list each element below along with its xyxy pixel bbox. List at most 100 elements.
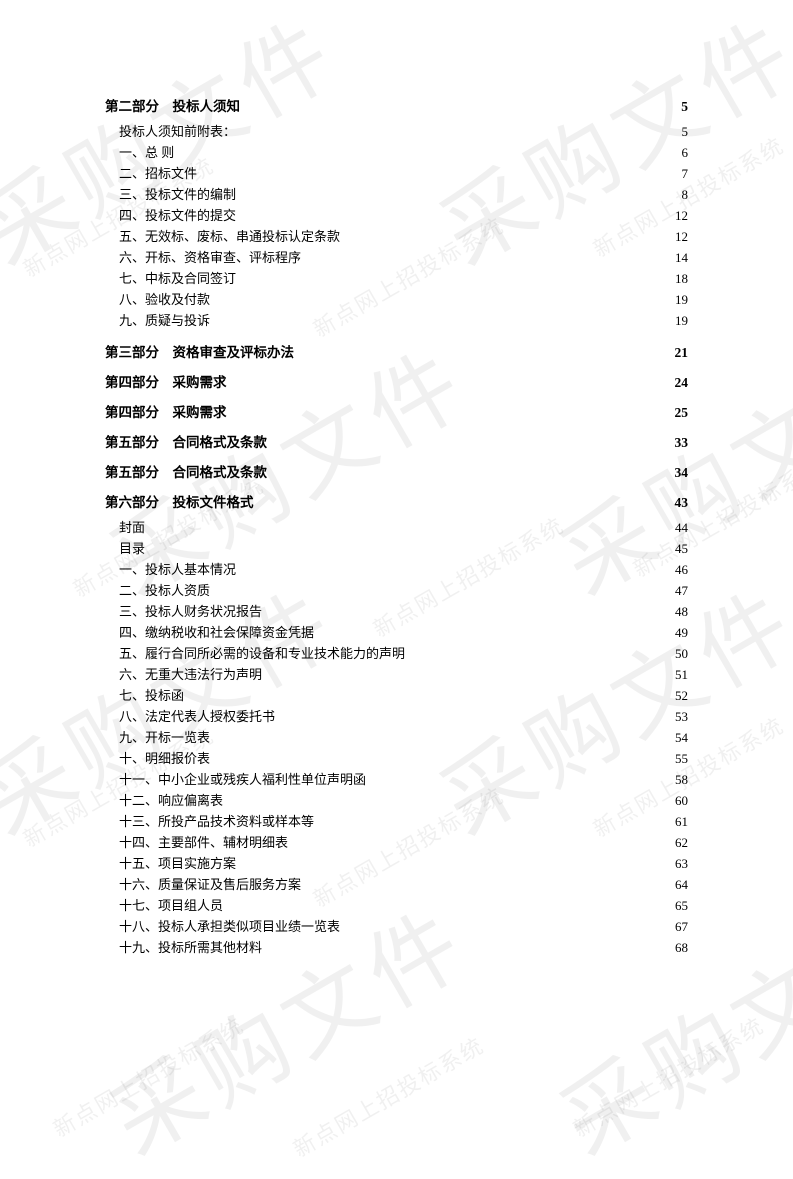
toc-item-row: 三、投标人财务状况报告48 bbox=[105, 601, 688, 622]
toc-item-row: 十一、中小企业或残疾人福利性单位声明函 58 bbox=[105, 769, 688, 790]
toc-page-number: 6 bbox=[682, 142, 689, 163]
toc-item-row: 十五、项目实施方案 63 bbox=[105, 853, 688, 874]
toc-title: 五、无效标、废标、串通投标认定条款 bbox=[119, 226, 340, 247]
toc-item-row: 一、总 则 6 bbox=[105, 142, 688, 163]
toc-page-number: 46 bbox=[675, 559, 688, 580]
toc-item-row: 一、投标人基本情况 46 bbox=[105, 559, 688, 580]
toc-item-row: 四、投标文件的提交 12 bbox=[105, 205, 688, 226]
toc-item-row: 五、履行合同所必需的设备和专业技术能力的声明50 bbox=[105, 643, 688, 664]
toc-item-row: 五、无效标、废标、串通投标认定条款12 bbox=[105, 226, 688, 247]
toc-title: 封面 bbox=[119, 517, 145, 538]
toc-title: 十三、所投产品技术资料或样本等 bbox=[119, 811, 314, 832]
toc-item-row: 七、投标函 52 bbox=[105, 685, 688, 706]
watermark-small: 新点网上招投标系统 bbox=[46, 1008, 249, 1144]
toc-page-number: 8 bbox=[682, 184, 689, 205]
toc-title: 八、验收及付款 bbox=[119, 289, 210, 310]
toc-title: 第四部分 采购需求 bbox=[105, 371, 227, 391]
toc-page-number: 33 bbox=[675, 435, 689, 451]
toc-item-row: 十四、主要部件、辅材明细表 62 bbox=[105, 832, 688, 853]
toc-item-row: 十六、质量保证及售后服务方案 64 bbox=[105, 874, 688, 895]
toc-title: 第二部分 投标人须知 bbox=[105, 95, 240, 115]
toc-item-row: 投标人须知前附表： 5 bbox=[105, 121, 688, 142]
toc-page-number: 47 bbox=[675, 580, 688, 601]
toc-page-number: 58 bbox=[675, 769, 688, 790]
toc-page-number: 19 bbox=[675, 310, 688, 331]
toc-page-number: 63 bbox=[675, 853, 688, 874]
toc-page-number: 62 bbox=[675, 832, 688, 853]
toc-page-number: 19 bbox=[675, 289, 688, 310]
toc-page-number: 43 bbox=[675, 495, 689, 511]
toc-page-number: 55 bbox=[675, 748, 688, 769]
toc-title: 十六、质量保证及售后服务方案 bbox=[119, 874, 301, 895]
toc-page-number: 64 bbox=[675, 874, 688, 895]
toc-title: 第五部分 合同格式及条款 bbox=[105, 461, 267, 481]
toc-section-row: 第四部分 采购需求 24 bbox=[105, 371, 688, 391]
toc-item-row: 八、验收及付款 19 bbox=[105, 289, 688, 310]
toc-title: 一、投标人基本情况 bbox=[119, 559, 236, 580]
toc-item-row: 九、质疑与投诉 19 bbox=[105, 310, 688, 331]
toc-title: 八、法定代表人授权委托书 bbox=[119, 706, 275, 727]
toc-item-row: 十、明细报价表 55 bbox=[105, 748, 688, 769]
toc-item-row: 八、法定代表人授权委托书 53 bbox=[105, 706, 688, 727]
toc-page-number: 24 bbox=[675, 375, 689, 391]
toc-item-row: 四、缴纳税收和社会保障资金凭据49 bbox=[105, 622, 688, 643]
toc-title: 十、明细报价表 bbox=[119, 748, 210, 769]
toc-page-number: 18 bbox=[675, 268, 688, 289]
toc-item-row: 十三、所投产品技术资料或样本等 61 bbox=[105, 811, 688, 832]
toc-title: 十一、中小企业或残疾人福利性单位声明函 bbox=[119, 769, 366, 790]
toc-title: 十五、项目实施方案 bbox=[119, 853, 236, 874]
toc-item-row: 九、开标一览表54 bbox=[105, 727, 688, 748]
toc-item-row: 六、开标、资格审查、评标程序14 bbox=[105, 247, 688, 268]
toc-title: 第三部分 资格审查及评标办法 bbox=[105, 341, 294, 361]
toc-page-number: 51 bbox=[675, 664, 688, 685]
toc-title: 目录 bbox=[119, 538, 145, 559]
toc-item-row: 封面44 bbox=[105, 517, 688, 538]
toc-section-row: 第五部分 合同格式及条款 33 bbox=[105, 431, 688, 451]
toc-page-number: 52 bbox=[675, 685, 688, 706]
toc-title: 十八、投标人承担类似项目业绩一览表 bbox=[119, 916, 340, 937]
toc-page-number: 45 bbox=[675, 538, 688, 559]
toc-title: 第五部分 合同格式及条款 bbox=[105, 431, 267, 451]
toc-section-row: 第五部分 合同格式及条款 34 bbox=[105, 461, 688, 481]
toc-page-number: 50 bbox=[675, 643, 688, 664]
toc-section-row: 第六部分 投标文件格式 43 bbox=[105, 491, 688, 511]
toc-title: 七、中标及合同签订 bbox=[119, 268, 236, 289]
toc-page-number: 65 bbox=[675, 895, 688, 916]
toc-section-row: 第三部分 资格审查及评标办法 21 bbox=[105, 341, 688, 361]
toc-title: 六、无重大违法行为声明 bbox=[119, 664, 262, 685]
toc-title: 七、投标函 bbox=[119, 685, 184, 706]
toc-item-row: 十二、响应偏离表60 bbox=[105, 790, 688, 811]
toc-title: 第六部分 投标文件格式 bbox=[105, 491, 254, 511]
toc-page-number: 61 bbox=[675, 811, 688, 832]
toc-page-number: 5 bbox=[681, 99, 688, 115]
toc-page-number: 14 bbox=[675, 247, 688, 268]
toc-title: 四、投标文件的提交 bbox=[119, 205, 236, 226]
toc-title: 一、总 则 bbox=[119, 142, 174, 163]
toc-page-number: 21 bbox=[675, 345, 689, 361]
toc-page-number: 5 bbox=[682, 121, 689, 142]
toc-title: 九、质疑与投诉 bbox=[119, 310, 210, 331]
toc-title: 三、投标人财务状况报告 bbox=[119, 601, 262, 622]
toc-item-row: 十八、投标人承担类似项目业绩一览表67 bbox=[105, 916, 688, 937]
toc-title: 投标人须知前附表： bbox=[119, 121, 236, 142]
toc-title: 十四、主要部件、辅材明细表 bbox=[119, 832, 288, 853]
toc-title: 三、投标文件的编制 bbox=[119, 184, 236, 205]
toc-page-number: 54 bbox=[675, 727, 688, 748]
toc-page-number: 12 bbox=[675, 205, 688, 226]
toc-page-number: 53 bbox=[675, 706, 688, 727]
toc-page-number: 68 bbox=[675, 937, 688, 958]
watermark-small: 新点网上招投标系统 bbox=[286, 1028, 489, 1164]
toc-page-number: 25 bbox=[675, 405, 689, 421]
toc-page-number: 34 bbox=[675, 465, 689, 481]
toc-item-row: 十九、投标所需其他材料 68 bbox=[105, 937, 688, 958]
toc-title: 十七、项目组人员 bbox=[119, 895, 223, 916]
watermark-small: 新点网上招投标系统 bbox=[566, 1008, 769, 1144]
toc-item-row: 三、投标文件的编制 8 bbox=[105, 184, 688, 205]
toc-item-row: 目录 45 bbox=[105, 538, 688, 559]
toc-title: 第四部分 采购需求 bbox=[105, 401, 227, 421]
toc-title: 二、投标人资质 bbox=[119, 580, 210, 601]
toc-page-number: 60 bbox=[675, 790, 688, 811]
toc-title: 十九、投标所需其他材料 bbox=[119, 937, 262, 958]
toc-item-row: 十七、项目组人员 65 bbox=[105, 895, 688, 916]
toc-item-row: 二、招标文件7 bbox=[105, 163, 688, 184]
